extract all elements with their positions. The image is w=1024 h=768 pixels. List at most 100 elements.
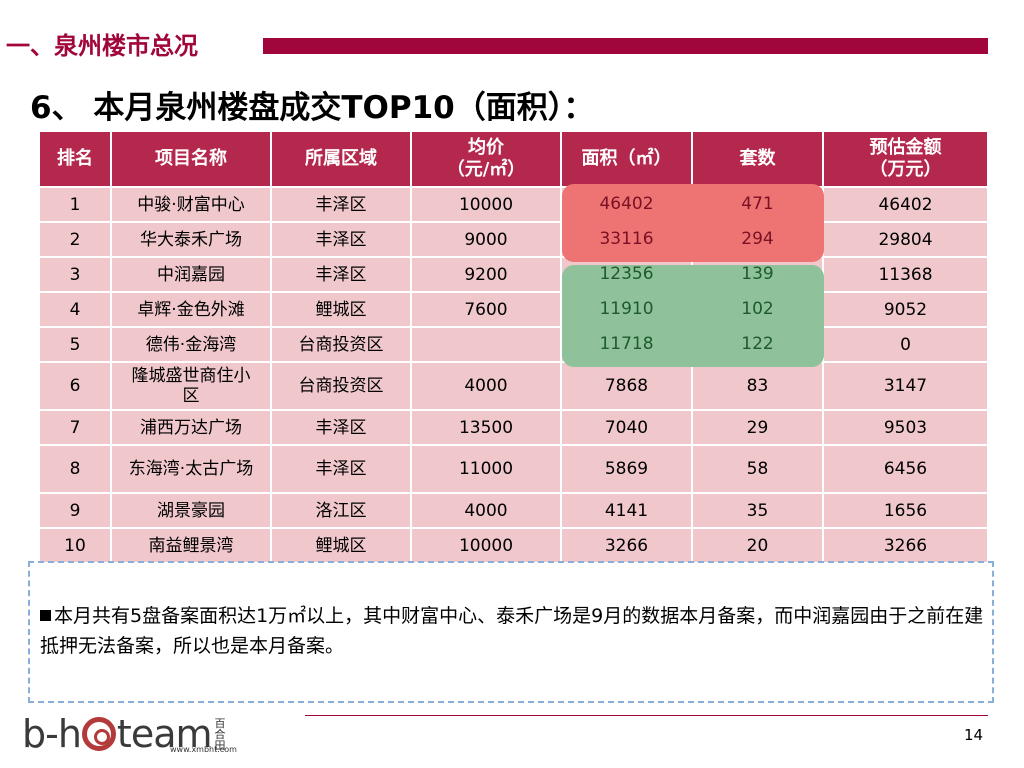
highlighted-area-value: 33116	[599, 229, 654, 249]
cell-rank: 6	[38, 361, 112, 411]
logo-cn-text: 百 合 田	[215, 718, 226, 751]
highlighted-units-value: 102	[741, 299, 774, 319]
logo-cn-1: 百	[214, 716, 226, 730]
cell-amount: 46402	[822, 186, 989, 223]
cell-district: 鲤城区	[270, 291, 412, 328]
highlighted-units-value: 294	[741, 229, 774, 249]
cell-price: 4000	[410, 361, 562, 411]
note-text-wrap: 本月共有5盘备案面积达1万㎡以上，其中财富中心、泰禾广场是9月的数据本月备案，而…	[40, 601, 990, 661]
cell-area: 4141	[560, 492, 693, 529]
header-price-line2: （元/㎡）	[446, 159, 526, 180]
highlight-green-block	[562, 265, 824, 367]
cell-rank: 3	[38, 256, 112, 293]
highlight-red-block	[562, 184, 824, 262]
page-number: 14	[964, 726, 984, 744]
cell-area: 5869	[560, 444, 693, 494]
cell-amount: 3147	[822, 361, 989, 411]
cell-district: 台商投资区	[270, 361, 412, 411]
cell-amount: 11368	[822, 256, 989, 293]
cell-name: 卓辉·金色外滩	[110, 291, 272, 328]
section-title: 一、泉州楼市总况	[6, 32, 198, 60]
header-name: 项目名称	[110, 130, 272, 188]
header-amount-line2: （万元）	[869, 159, 942, 180]
cell-district: 台商投资区	[270, 326, 412, 363]
section-divider-bar	[263, 38, 988, 54]
table-row: 7 浦西万达广场 丰泽区 13500 7040 29 9503	[38, 409, 989, 446]
cell-price: 4000	[410, 492, 562, 529]
cell-price: 10000	[410, 186, 562, 223]
footer-divider	[305, 715, 988, 716]
cell-amount: 3266	[822, 527, 989, 564]
cell-units: 83	[691, 361, 824, 411]
highlighted-units-value: 122	[741, 334, 774, 354]
cell-rank: 7	[38, 409, 112, 446]
header-units: 套数	[691, 130, 824, 188]
cell-units: 35	[691, 492, 824, 529]
cell-district: 鲤城区	[270, 527, 412, 564]
table-body: 1中骏·财富中心丰泽区1000046402471464022华大泰禾广场丰泽区9…	[38, 186, 989, 564]
cell-price	[410, 326, 562, 363]
logo-text-left: b-h	[22, 712, 82, 756]
note-text: 本月共有5盘备案面积达1万㎡以上，其中财富中心、泰禾广场是9月的数据本月备案，而…	[40, 605, 984, 657]
logo-swirl-icon	[81, 717, 116, 751]
header-price: 均价 （元/㎡）	[410, 130, 562, 188]
cell-area: 7868	[560, 361, 693, 411]
cell-amount: 9503	[822, 409, 989, 446]
cell-district: 丰泽区	[270, 409, 412, 446]
cell-name: 中骏·财富中心	[110, 186, 272, 223]
cell-name: 德伟·金海湾	[110, 326, 272, 363]
header-price-line1: 均价	[468, 137, 504, 158]
logo-url: www.xmbht.com	[170, 745, 237, 754]
note-box: 本月共有5盘备案面积达1万㎡以上，其中财富中心、泰禾广场是9月的数据本月备案，而…	[28, 561, 994, 703]
cell-name: 隆城盛世商住小区	[110, 361, 272, 411]
cell-name: 湖景豪园	[110, 492, 272, 529]
highlighted-units-value: 471	[741, 194, 774, 214]
table-row: 6 隆城盛世商住小区 台商投资区 4000 7868 83 3147	[38, 361, 989, 411]
slide-title: 6、 本月泉州楼盘成交TOP10（面积）：	[30, 90, 595, 126]
header-rank: 排名	[38, 130, 112, 188]
cell-units: 20	[691, 527, 824, 564]
table-row: 10 南益鲤景湾 鲤城区 10000 3266 20 3266	[38, 527, 989, 564]
cell-district: 丰泽区	[270, 221, 412, 258]
cell-rank: 4	[38, 291, 112, 328]
cell-amount: 1656	[822, 492, 989, 529]
cell-district: 丰泽区	[270, 186, 412, 223]
cell-amount: 9052	[822, 291, 989, 328]
cell-rank: 5	[38, 326, 112, 363]
top10-table-container: 排名 项目名称 所属区域 均价 （元/㎡） 面积（㎡） 套数 预估金额 （万元）…	[38, 130, 989, 564]
cell-price: 9200	[410, 256, 562, 293]
cell-district: 丰泽区	[270, 444, 412, 494]
header-amount: 预估金额 （万元）	[822, 130, 989, 188]
table-row: 8 东海湾·太古广场 丰泽区 11000 5869 58 6456	[38, 444, 989, 494]
cell-area: 3266	[560, 527, 693, 564]
cell-price: 7600	[410, 291, 562, 328]
highlighted-area-value: 11718	[599, 334, 654, 354]
cell-amount: 6456	[822, 444, 989, 494]
company-logo: b-h team 百 合 田	[22, 712, 226, 756]
header-district: 所属区域	[270, 130, 412, 188]
table-row: 9 湖景豪园 洛江区 4000 4141 35 1656	[38, 492, 989, 529]
top10-table: 排名 项目名称 所属区域 均价 （元/㎡） 面积（㎡） 套数 预估金额 （万元）…	[38, 130, 989, 564]
logo-cn-2: 合	[214, 727, 226, 741]
cell-price: 10000	[410, 527, 562, 564]
highlighted-area-value: 11910	[599, 299, 654, 319]
cell-price: 11000	[410, 444, 562, 494]
square-bullet-icon	[40, 610, 51, 621]
highlighted-units-value: 139	[741, 264, 774, 284]
cell-rank: 1	[38, 186, 112, 223]
logo-cn-3: 田	[214, 738, 226, 752]
cell-name: 华大泰禾广场	[110, 221, 272, 258]
highlighted-area-value: 46402	[599, 194, 654, 214]
cell-rank: 10	[38, 527, 112, 564]
cell-amount: 0	[822, 326, 989, 363]
cell-district: 丰泽区	[270, 256, 412, 293]
header-amount-line1: 预估金额	[869, 137, 942, 158]
cell-name: 南益鲤景湾	[110, 527, 272, 564]
cell-name: 中润嘉园	[110, 256, 272, 293]
cell-rank: 8	[38, 444, 112, 494]
highlighted-area-value: 12356	[599, 264, 654, 284]
